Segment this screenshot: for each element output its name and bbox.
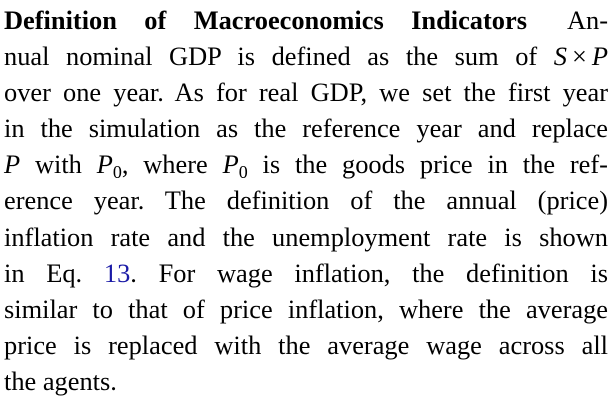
text-fragment: is the goods price in the ref- — [262, 149, 608, 180]
text-fragment: nual nominal GDP is defined as the sum o… — [4, 41, 538, 72]
text-line-10: price is replaced with the average wage … — [4, 329, 608, 360]
equation-reference-link[interactable]: 13 — [103, 257, 131, 288]
text-line-5: P with P0, where P0 is the goods price i… — [4, 146, 608, 182]
text-fragment: An- — [566, 5, 608, 35]
text-line-2: nual nominal GDP is defined as the sum o… — [4, 38, 608, 74]
math-var-s: S — [553, 41, 567, 72]
math-var-p: P — [4, 149, 21, 180]
text-line-11: the agents. — [4, 365, 117, 396]
text-line-7: inflation rate and the unemployment rate… — [4, 221, 608, 252]
text-fragment: in Eq. — [4, 257, 83, 288]
text-fragment: with — [34, 149, 82, 180]
text-line-1: Definition of Macroeconomics Indicators … — [4, 2, 608, 38]
text-fragment: . For wage inflation, the definition is — [130, 257, 608, 288]
paragraph-heading: Definition of Macroeconomics Indicators — [4, 5, 527, 35]
text-line-3: over one year. As for real GDP, we set t… — [4, 77, 608, 108]
math-subscript: 0 — [238, 162, 248, 183]
text-line-6: erence year. The definition of the annua… — [4, 185, 608, 216]
math-var-p0: P — [96, 149, 113, 180]
text-line-4: in the simulation as the reference year … — [4, 113, 608, 144]
text-line-9: similar to that of price inflation, wher… — [4, 293, 608, 324]
math-subscript: 0 — [112, 162, 122, 183]
math-var-p: P — [591, 41, 608, 72]
text-line-8: in Eq. 13. For wage inflation, the defin… — [4, 255, 608, 291]
math-times: × — [571, 41, 587, 72]
math-var-p0: P — [222, 149, 239, 180]
text-fragment: , where — [121, 149, 208, 180]
paragraph: Definition of Macroeconomics Indicators … — [4, 2, 608, 399]
